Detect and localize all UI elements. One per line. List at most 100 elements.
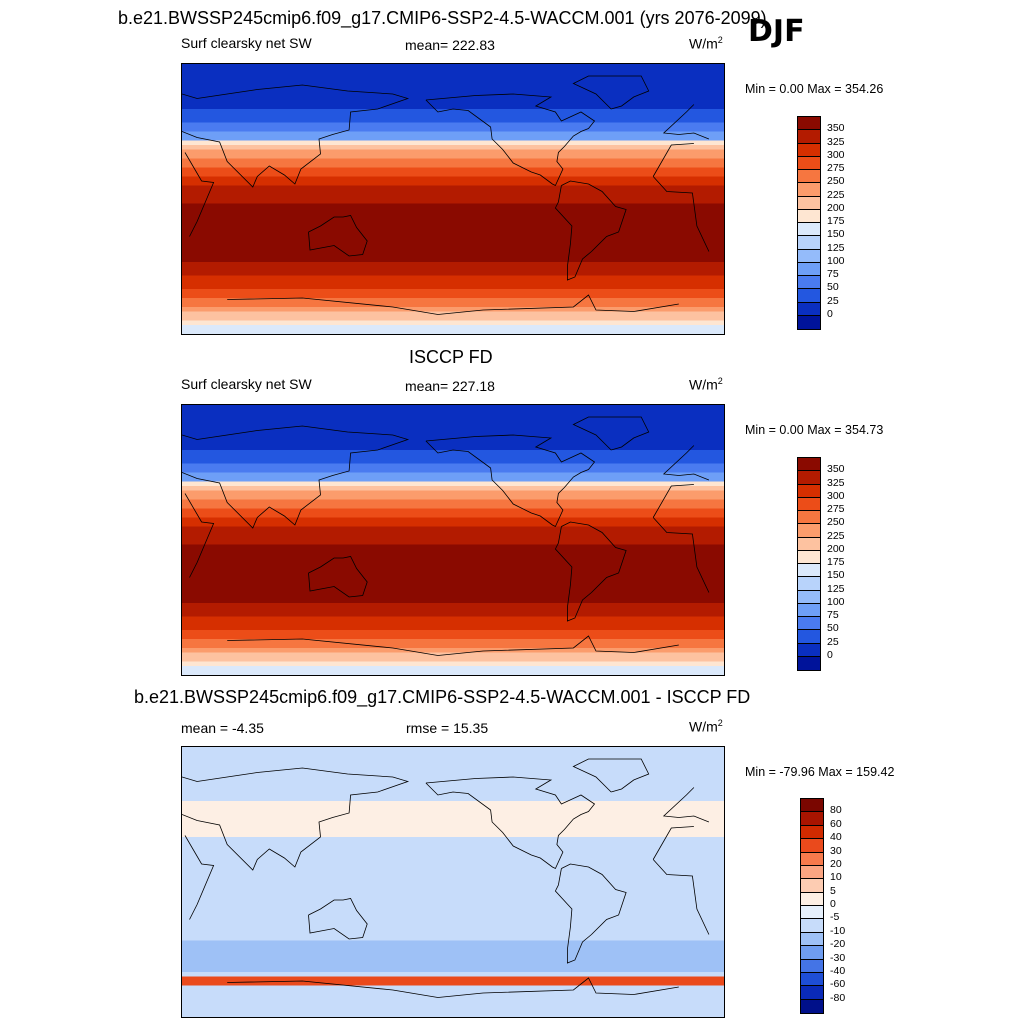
- latitude-band: [182, 666, 724, 672]
- latitude-band: [182, 459, 724, 465]
- latitude-band: [182, 208, 724, 214]
- latitude-band: [182, 504, 724, 510]
- latitude-band: [182, 634, 724, 640]
- latitude-band: [182, 580, 724, 586]
- colorbar-tick-label: 175: [827, 556, 845, 568]
- latitude-band: [182, 594, 724, 600]
- latitude-band: [182, 472, 724, 478]
- latitude-band: [182, 499, 724, 505]
- latitude-band: [182, 325, 724, 331]
- latitude-band: [182, 226, 724, 232]
- colorbar-tick-label: 100: [827, 595, 845, 608]
- latitude-band: [182, 553, 724, 559]
- latitude-band: [182, 311, 724, 317]
- latitude-band: [182, 140, 724, 146]
- latitude-band: [182, 571, 724, 577]
- latitude-band: [182, 454, 724, 460]
- coastline: [308, 898, 368, 940]
- panel3-unit-label: W/m2: [689, 718, 723, 735]
- latitude-band: [182, 1003, 724, 1009]
- latitude-band: [182, 163, 724, 169]
- latitude-band: [182, 661, 724, 667]
- colorbar-tick-label: 75: [827, 268, 839, 280]
- panel2-map: [181, 404, 725, 676]
- latitude-band: [182, 266, 724, 272]
- latitude-band: [182, 298, 724, 304]
- latitude-band: [182, 850, 724, 856]
- latitude-band: [182, 239, 724, 245]
- colorbar-tick-label: -20: [830, 938, 846, 951]
- colorbar-tick-label: 325: [827, 476, 845, 489]
- colorbar-swatches: [797, 116, 821, 330]
- latitude-band: [182, 612, 724, 618]
- colorbar-swatch: [801, 799, 823, 813]
- colorbar-swatch: [801, 999, 823, 1013]
- colorbar-swatch: [801, 959, 823, 973]
- latitude-band: [182, 127, 724, 133]
- colorbar-tick-label: 25: [827, 294, 839, 307]
- panel3-colorbar: 80 60 40 30 20 10 5 0 -5 -10 -20 -30 -40 -60 -80: [800, 798, 860, 1014]
- latitude-band: [182, 832, 724, 838]
- latitude-band: [182, 981, 724, 987]
- latitude-band: [182, 82, 724, 88]
- colorbar-tick-label: 200: [827, 542, 845, 555]
- panel3-rmse-label: rmse = 15.35: [406, 720, 489, 736]
- latitude-band: [182, 1008, 724, 1014]
- latitude-band: [182, 535, 724, 541]
- latitude-band: [182, 235, 724, 241]
- latitude-band: [182, 841, 724, 847]
- main-title: b.e21.BWSSP245cmip6.f09_g17.CMIP6-SSP2-4…: [118, 8, 767, 28]
- colorbar-swatch: [798, 196, 820, 210]
- latitude-band: [182, 652, 724, 658]
- colorbar-swatch: [798, 643, 820, 657]
- latitude-band: [182, 262, 724, 268]
- latitude-band: [182, 113, 724, 119]
- coastline: [308, 215, 368, 257]
- colorbar-swatch: [801, 852, 823, 866]
- latitude-band: [182, 176, 724, 182]
- latitude-band: [182, 522, 724, 528]
- panel1-minmax-label: Min = 0.00 Max = 354.26: [745, 82, 884, 96]
- latitude-band: [182, 796, 724, 802]
- panel1-unit-label: W/m2: [689, 35, 723, 52]
- colorbar-tick-label: 350: [827, 463, 845, 476]
- latitude-band: [182, 927, 724, 933]
- colorbar-tick-label: 300: [827, 148, 845, 161]
- latitude-band: [182, 972, 724, 978]
- colorbar-tick-label: 325: [827, 135, 845, 148]
- colorbar-tick-label: 60: [830, 817, 842, 830]
- colorbar-tick-label: 200: [827, 201, 845, 214]
- latitude-band: [182, 954, 724, 960]
- latitude-band: [182, 271, 724, 277]
- panel3-map: [181, 746, 725, 1018]
- colorbar-tick-label: 125: [827, 582, 845, 595]
- latitude-band: [182, 544, 724, 550]
- coastline: [572, 75, 650, 110]
- latitude-band: [182, 244, 724, 250]
- latitude-band: [182, 657, 724, 663]
- latitude-band: [182, 77, 724, 83]
- colorbar-tick-label: 0: [827, 307, 833, 320]
- latitude-band: [182, 769, 724, 775]
- latitude-band: [182, 86, 724, 92]
- colorbar-swatch: [798, 537, 820, 551]
- latitude-band: [182, 199, 724, 205]
- panel3-title: b.e21.BWSSP245cmip6.f09_g17.CMIP6-SSP2-4…: [134, 687, 751, 707]
- latitude-band: [182, 643, 724, 649]
- latitude-band: [182, 567, 724, 573]
- latitude-band: [182, 490, 724, 496]
- panel1-variable-label: Surf clearsky net SW: [181, 35, 312, 51]
- latitude-band: [182, 621, 724, 627]
- panel2-minmax-label: Min = 0.00 Max = 354.73: [745, 423, 884, 437]
- latitude-band: [182, 868, 724, 874]
- colorbar-tick-label: 300: [827, 489, 845, 502]
- latitude-band: [182, 805, 724, 811]
- colorbar-swatch: [801, 932, 823, 947]
- colorbar-swatch: [798, 276, 820, 290]
- colorbar-tick-label: 20: [830, 857, 842, 870]
- latitude-band: [182, 747, 724, 753]
- latitude-band: [182, 576, 724, 582]
- panel1-mean-label: mean= 222.83: [405, 37, 495, 53]
- colorbar-swatch: [798, 130, 820, 144]
- colorbar-swatch: [798, 183, 820, 197]
